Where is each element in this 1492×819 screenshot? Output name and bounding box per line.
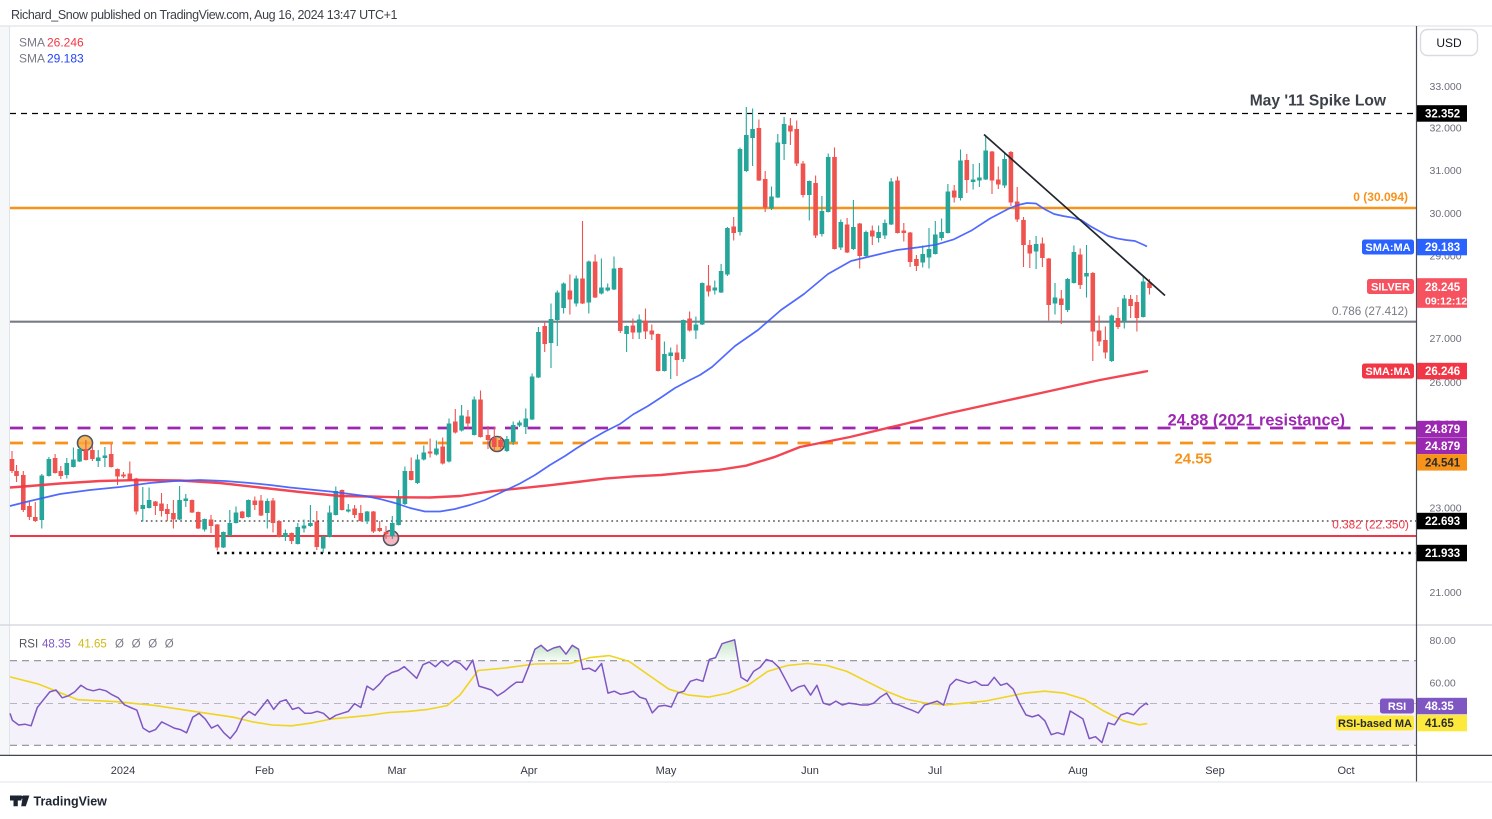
svg-text:RSI: RSI: [19, 639, 38, 651]
svg-text:Aug: Aug: [1068, 765, 1088, 777]
svg-text:27.000: 27.000: [1430, 333, 1462, 345]
svg-text:2024: 2024: [111, 765, 135, 777]
svg-text:24.541: 24.541: [1425, 458, 1461, 470]
svg-text:Ø: Ø: [132, 639, 141, 651]
svg-text:Jul: Jul: [928, 765, 942, 777]
svg-text:Jun: Jun: [801, 765, 819, 777]
svg-text:33.000: 33.000: [1430, 81, 1462, 93]
svg-text:Apr: Apr: [520, 765, 537, 777]
svg-text:24.88 (2021 resistance): 24.88 (2021 resistance): [1168, 412, 1345, 430]
svg-text:32.352: 32.352: [1425, 109, 1460, 121]
svg-text:26.246: 26.246: [47, 36, 84, 50]
svg-text:24.55: 24.55: [1174, 451, 1212, 468]
svg-text:80.00: 80.00: [1430, 635, 1456, 647]
svg-text:32.000: 32.000: [1430, 123, 1462, 135]
svg-text:48.35: 48.35: [1425, 701, 1454, 713]
svg-text:29.183: 29.183: [47, 52, 84, 66]
svg-text:Richard_Snow published on Trad: Richard_Snow published on TradingView.co…: [11, 8, 398, 22]
svg-text:SMA: SMA: [19, 36, 45, 50]
svg-text:41.65: 41.65: [78, 639, 107, 651]
svg-text:Oct: Oct: [1337, 765, 1354, 777]
svg-text:SMA: SMA: [19, 52, 45, 66]
svg-text:0 (30.094): 0 (30.094): [1353, 190, 1408, 204]
svg-text:Ø: Ø: [148, 639, 157, 651]
svg-text:28.245: 28.245: [1425, 282, 1461, 294]
svg-text:USD: USD: [1436, 36, 1462, 50]
svg-text:0.382 (22.350): 0.382 (22.350): [1332, 518, 1409, 532]
svg-text:21.933: 21.933: [1425, 548, 1460, 560]
svg-text:Sep: Sep: [1205, 765, 1225, 777]
svg-text:Mar: Mar: [388, 765, 407, 777]
svg-text:26.000: 26.000: [1430, 377, 1462, 389]
svg-text:31.000: 31.000: [1430, 165, 1462, 177]
svg-text:22.693: 22.693: [1425, 516, 1460, 528]
svg-text:21.000: 21.000: [1430, 587, 1462, 599]
svg-text:SILVER: SILVER: [1371, 281, 1410, 293]
svg-text:09:12:12: 09:12:12: [1425, 295, 1467, 307]
svg-text:Ø: Ø: [115, 639, 124, 651]
svg-text:May: May: [656, 765, 677, 777]
svg-text:29.183: 29.183: [1425, 242, 1460, 254]
svg-text:RSI-based MA: RSI-based MA: [1338, 718, 1412, 730]
svg-text:RSI: RSI: [1388, 701, 1406, 713]
svg-text:24.879: 24.879: [1425, 424, 1460, 436]
svg-text:SMA:MA: SMA:MA: [1365, 242, 1410, 254]
svg-text:Ø: Ø: [165, 639, 174, 651]
svg-text:30.000: 30.000: [1430, 208, 1462, 220]
svg-text:26.246: 26.246: [1425, 366, 1460, 378]
svg-text:24.879: 24.879: [1425, 441, 1460, 453]
svg-text:60.00: 60.00: [1430, 678, 1456, 690]
svg-text:48.35: 48.35: [42, 639, 71, 651]
svg-text:23.000: 23.000: [1430, 502, 1462, 514]
svg-text:TradingView: TradingView: [34, 795, 108, 809]
svg-text:Feb: Feb: [255, 765, 274, 777]
svg-text:41.65: 41.65: [1425, 718, 1454, 730]
svg-text:SMA:MA: SMA:MA: [1365, 366, 1410, 378]
svg-text:May '11 Spike Low: May '11 Spike Low: [1250, 93, 1387, 110]
svg-text:0.786 (27.412): 0.786 (27.412): [1332, 305, 1408, 318]
